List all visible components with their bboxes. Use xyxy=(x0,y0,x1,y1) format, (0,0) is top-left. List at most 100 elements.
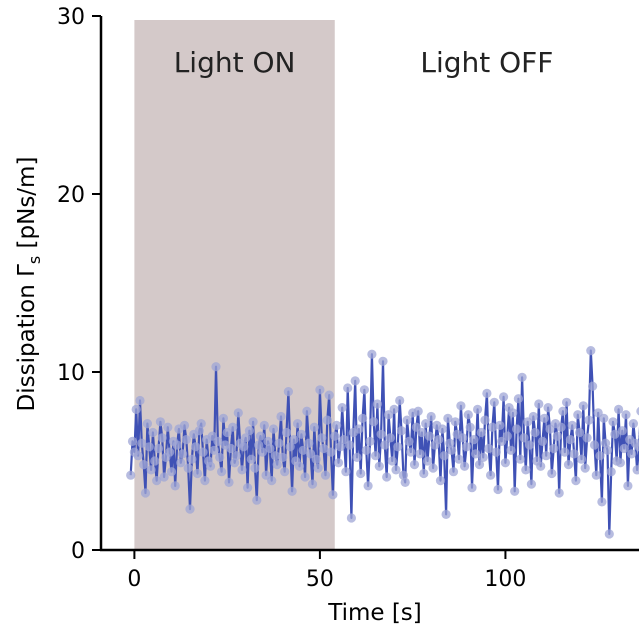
data-point xyxy=(304,438,314,448)
data-point xyxy=(484,443,494,454)
data-point xyxy=(254,440,264,450)
data-point xyxy=(281,427,292,438)
data-point xyxy=(276,411,286,422)
y-axis-label-main: Dissipation Γ xyxy=(14,264,40,412)
data-point xyxy=(450,417,460,427)
data-point xyxy=(315,385,325,395)
data-point xyxy=(524,440,535,450)
data-point xyxy=(610,429,620,439)
data-point xyxy=(165,447,175,457)
data-point xyxy=(460,461,470,471)
data-point xyxy=(382,472,392,482)
data-point xyxy=(307,479,318,489)
y-axis-label: Dissipation Γs [pNs/m] xyxy=(14,157,44,412)
data-point xyxy=(324,390,334,400)
data-point xyxy=(380,440,390,450)
x-tick-label: 0 xyxy=(127,567,141,592)
data-point xyxy=(302,406,312,416)
data-point xyxy=(267,476,277,486)
data-point xyxy=(172,440,182,450)
y-axis-label-unit: [pNs/m] xyxy=(14,157,40,256)
y-tick-label: 20 xyxy=(57,183,85,208)
data-point xyxy=(558,406,568,416)
data-point xyxy=(283,387,293,397)
data-point xyxy=(482,388,492,398)
data-point xyxy=(346,513,356,523)
data-point xyxy=(582,433,592,443)
region-label-1: Light OFF xyxy=(420,46,553,79)
data-point xyxy=(586,346,596,356)
data-point xyxy=(243,483,253,493)
data-point xyxy=(554,488,564,498)
data-point xyxy=(211,362,221,372)
data-point xyxy=(183,463,193,473)
data-point xyxy=(272,460,282,470)
data-point xyxy=(354,424,364,434)
data-point xyxy=(615,458,626,468)
y-tick-label: 30 xyxy=(57,5,85,30)
data-point xyxy=(350,376,360,386)
data-point xyxy=(398,470,408,480)
data-point xyxy=(575,427,585,438)
data-point xyxy=(255,431,266,441)
data-point xyxy=(463,410,473,420)
data-point xyxy=(335,442,345,452)
data-point xyxy=(224,477,234,487)
data-point xyxy=(376,429,386,439)
data-point xyxy=(179,420,190,430)
data-point xyxy=(434,435,444,445)
data-point xyxy=(536,461,546,471)
data-point xyxy=(521,465,531,475)
data-point xyxy=(510,486,520,496)
data-point xyxy=(157,433,167,443)
data-point xyxy=(226,443,236,454)
data-point xyxy=(530,427,540,438)
data-point xyxy=(476,427,486,438)
data-point xyxy=(178,449,188,459)
data-point xyxy=(415,449,425,459)
data-point xyxy=(421,419,431,429)
data-point xyxy=(345,440,355,450)
data-point xyxy=(268,424,279,434)
data-point xyxy=(614,404,624,414)
data-point xyxy=(293,419,303,429)
data-point xyxy=(250,463,260,473)
data-point xyxy=(456,401,466,411)
data-point xyxy=(352,452,362,462)
data-point xyxy=(369,417,379,427)
data-point xyxy=(152,476,162,486)
data-point xyxy=(200,476,210,486)
data-point xyxy=(176,458,186,468)
data-point xyxy=(309,422,319,432)
data-point xyxy=(137,438,147,448)
data-point xyxy=(263,436,273,446)
data-point xyxy=(445,438,455,448)
data-point xyxy=(146,465,156,475)
data-point xyxy=(621,410,631,420)
data-point xyxy=(419,468,429,479)
data-point xyxy=(133,451,143,461)
data-point xyxy=(478,452,488,462)
data-point xyxy=(632,465,639,475)
data-point xyxy=(144,442,154,452)
data-point xyxy=(428,463,438,473)
data-point xyxy=(259,420,269,430)
data-point xyxy=(606,467,616,477)
data-point xyxy=(619,443,629,454)
data-point xyxy=(571,476,581,486)
data-point xyxy=(627,449,637,459)
data-point xyxy=(371,451,381,461)
data-point xyxy=(289,435,299,445)
data-point xyxy=(413,406,423,416)
y-tick-label: 0 xyxy=(71,539,85,564)
data-point xyxy=(198,447,208,457)
data-point xyxy=(319,443,329,454)
data-point xyxy=(166,467,177,477)
data-point xyxy=(543,403,553,413)
data-point xyxy=(499,392,509,402)
data-point xyxy=(385,433,395,443)
data-point xyxy=(274,438,284,448)
data-point xyxy=(526,479,537,489)
data-point xyxy=(486,470,496,480)
